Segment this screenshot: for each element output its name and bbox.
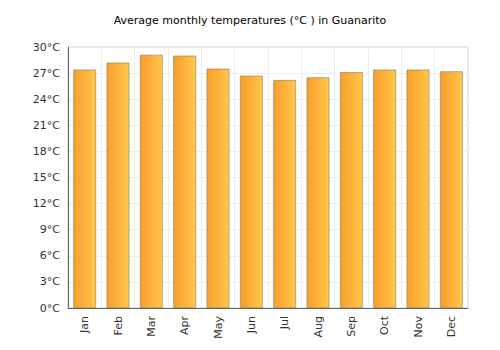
svg-text:Feb: Feb (112, 316, 125, 335)
svg-text:12°C: 12°C (33, 197, 60, 210)
svg-text:3°C: 3°C (40, 275, 60, 288)
svg-text:30°C: 30°C (33, 41, 60, 54)
svg-text:Jun: Jun (245, 316, 258, 334)
svg-text:Nov: Nov (412, 316, 425, 338)
svg-text:0°C: 0°C (40, 302, 60, 315)
svg-text:Jan: Jan (78, 316, 91, 334)
svg-text:9°C: 9°C (40, 223, 60, 236)
svg-text:6°C: 6°C (40, 249, 60, 262)
svg-text:Apr: Apr (178, 316, 191, 336)
svg-text:18°C: 18°C (33, 145, 60, 158)
svg-text:27°C: 27°C (33, 67, 60, 80)
svg-text:15°C: 15°C (33, 171, 60, 184)
svg-text:24°C: 24°C (33, 93, 60, 106)
svg-text:21°C: 21°C (33, 119, 60, 132)
svg-text:Dec: Dec (445, 316, 458, 337)
svg-text:Average monthly temperatures (: Average monthly temperatures (°C ) in Gu… (114, 14, 387, 27)
svg-text:Mar: Mar (145, 316, 158, 337)
svg-text:Sep: Sep (345, 316, 358, 337)
svg-text:May: May (212, 316, 225, 339)
svg-text:Oct: Oct (378, 315, 391, 335)
svg-text:Aug: Aug (312, 316, 325, 337)
svg-text:Jul: Jul (278, 316, 291, 330)
